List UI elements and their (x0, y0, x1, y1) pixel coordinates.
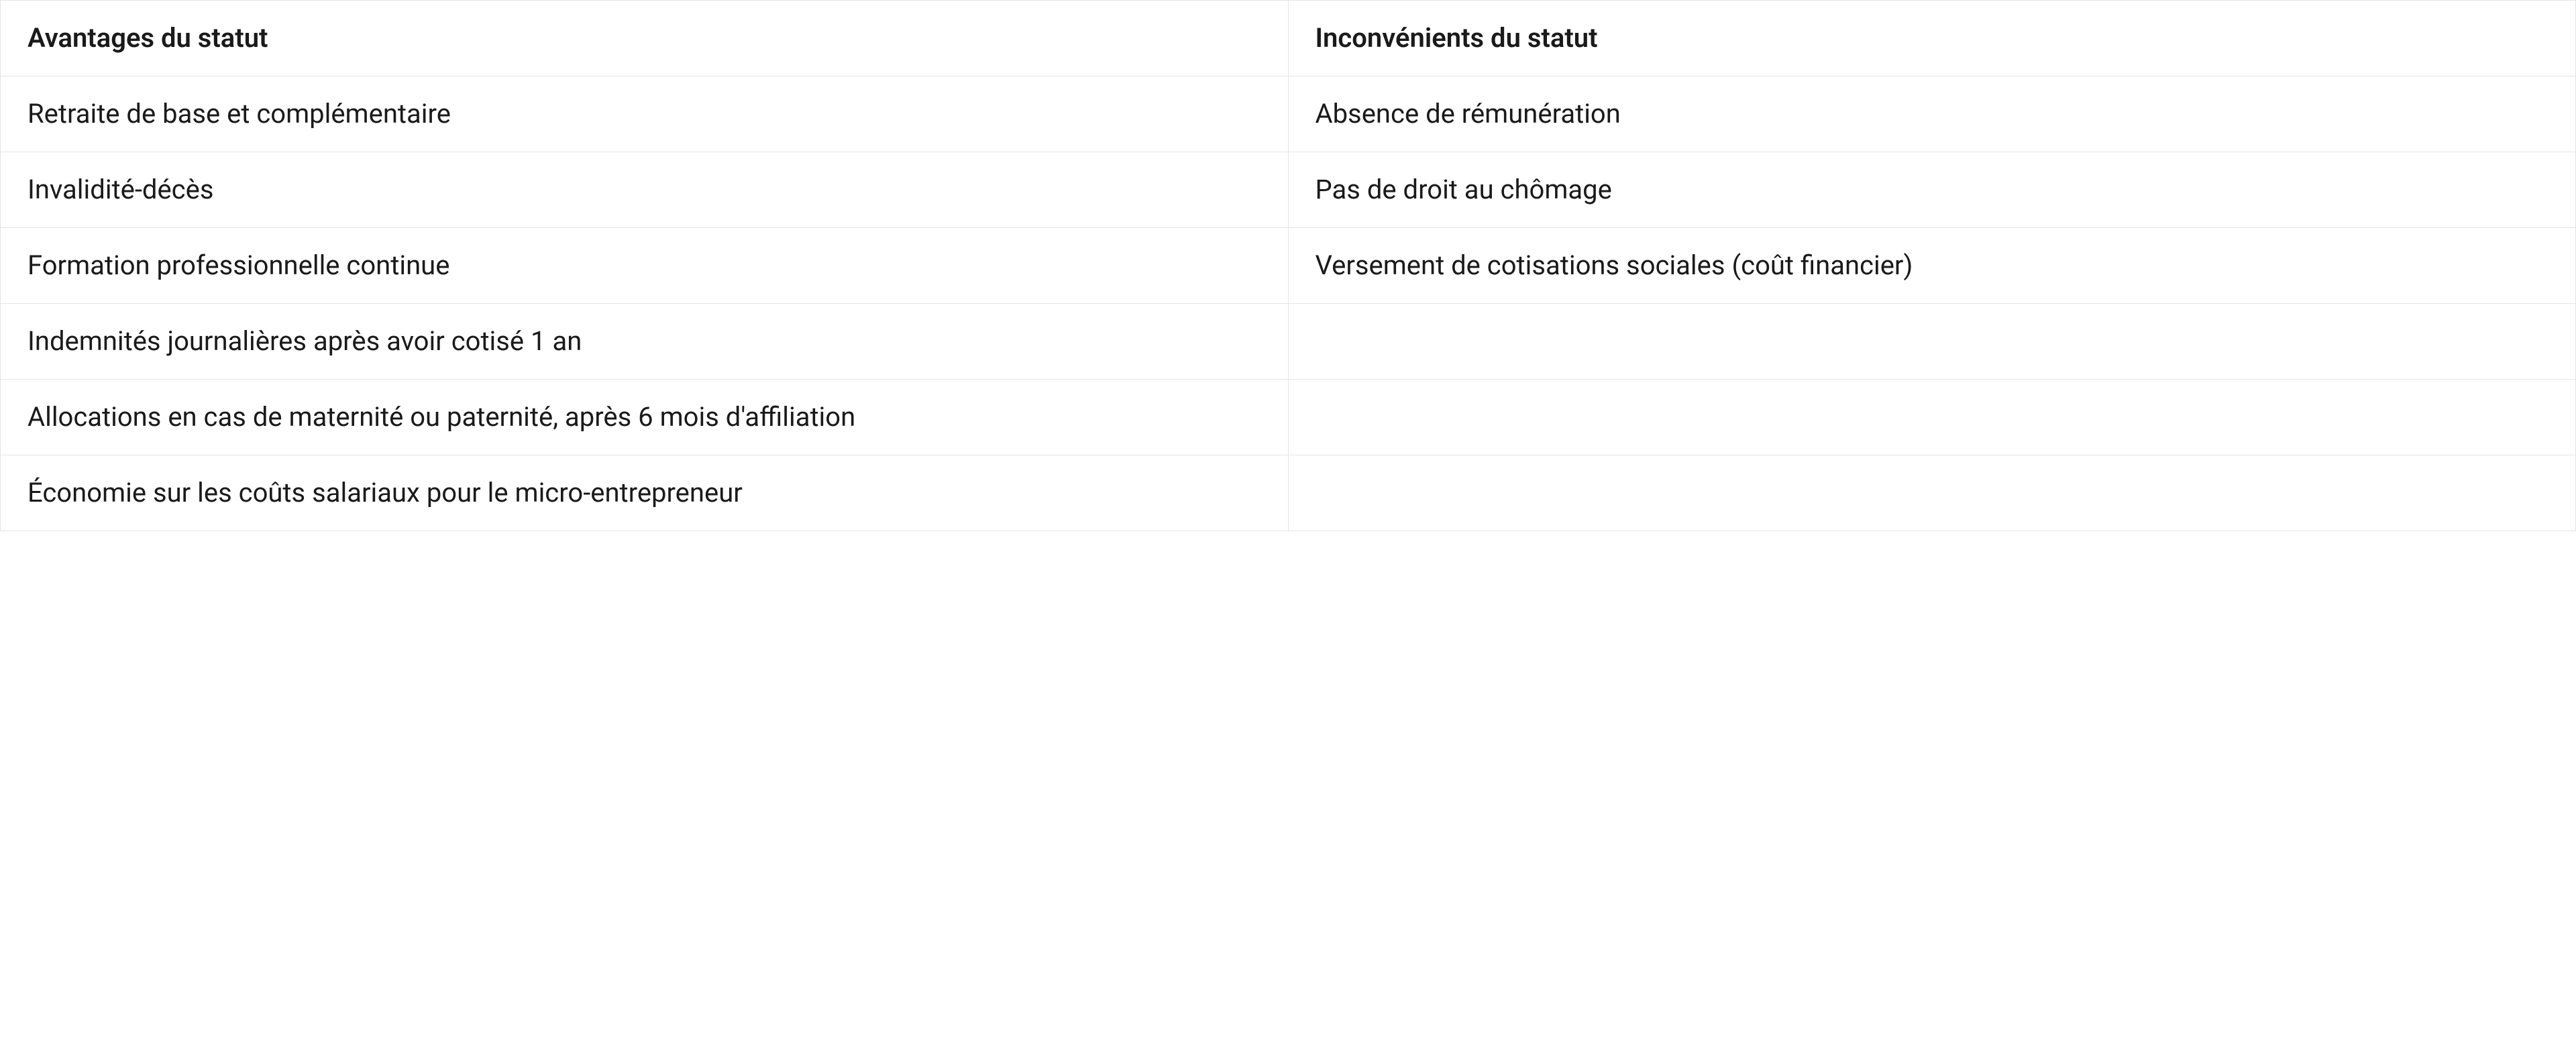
cell-disadvantage (1288, 304, 2576, 380)
table-row: Formation professionnelle continue Verse… (1, 228, 2576, 304)
cell-disadvantage (1288, 380, 2576, 455)
cell-disadvantage (1288, 455, 2576, 531)
cell-disadvantage: Pas de droit au chômage (1288, 152, 2576, 228)
cell-advantage: Retraite de base et complémentaire (1, 76, 1289, 152)
table-header-row: Avantages du statut Inconvénients du sta… (1, 1, 2576, 76)
table-row: Allocations en cas de maternité ou pater… (1, 380, 2576, 455)
cell-advantage: Invalidité-décès (1, 152, 1289, 228)
cell-disadvantage: Versement de cotisations sociales (coût … (1288, 228, 2576, 304)
cell-advantage: Économie sur les coûts salariaux pour le… (1, 455, 1289, 531)
column-header-advantages: Avantages du statut (1, 1, 1289, 76)
cell-disadvantage: Absence de rémunération (1288, 76, 2576, 152)
table-row: Retraite de base et complémentaire Absen… (1, 76, 2576, 152)
cell-advantage: Formation professionnelle continue (1, 228, 1289, 304)
comparison-table: Avantages du statut Inconvénients du sta… (0, 0, 2576, 531)
cell-advantage: Indemnités journalières après avoir coti… (1, 304, 1289, 380)
table-row: Économie sur les coûts salariaux pour le… (1, 455, 2576, 531)
column-header-disadvantages: Inconvénients du statut (1288, 1, 2576, 76)
table-row: Indemnités journalières après avoir coti… (1, 304, 2576, 380)
table-row: Invalidité-décès Pas de droit au chômage (1, 152, 2576, 228)
cell-advantage: Allocations en cas de maternité ou pater… (1, 380, 1289, 455)
